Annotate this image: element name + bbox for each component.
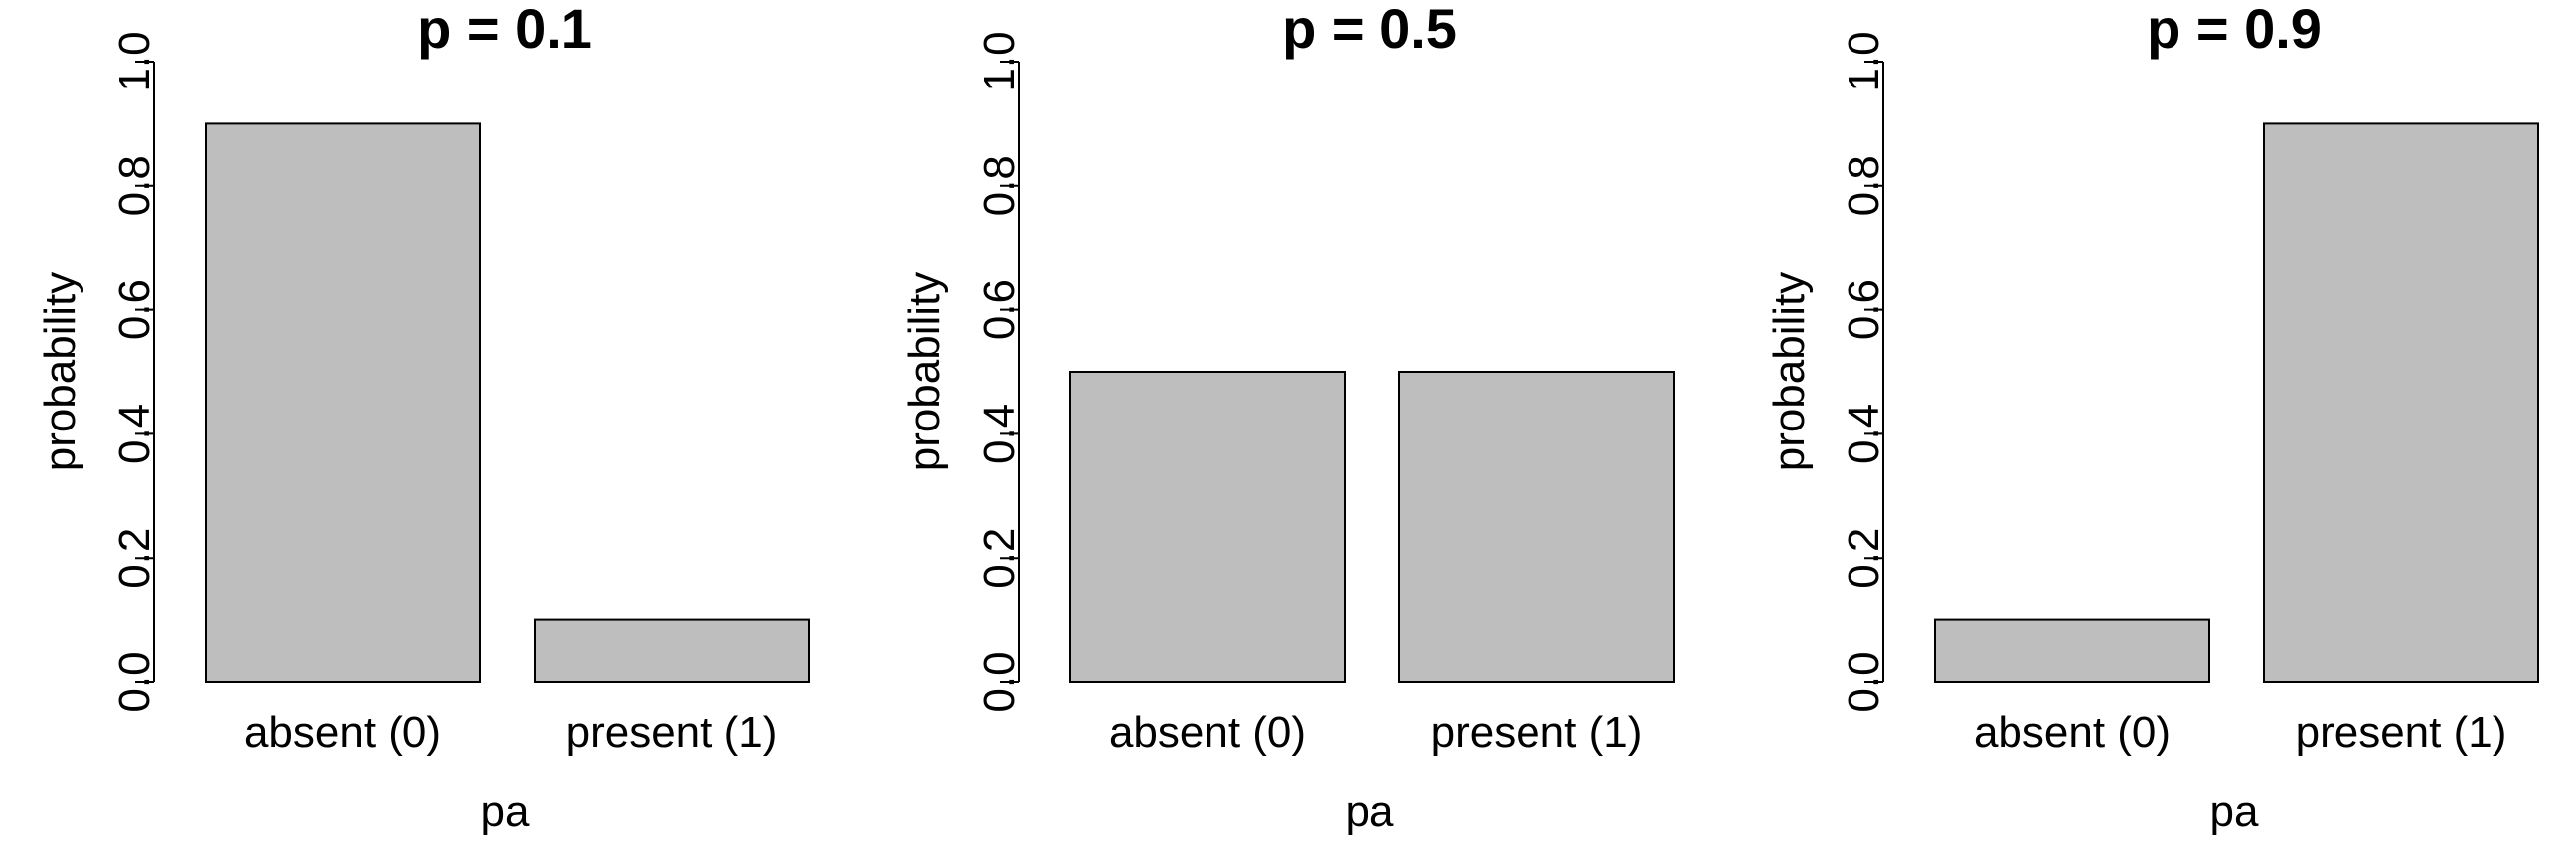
x-axis-label: pa bbox=[2210, 787, 2259, 836]
y-tick-label: 1.0 bbox=[975, 31, 1024, 91]
y-tick-label: 0.6 bbox=[1840, 279, 1888, 340]
y-tick-label: 0.2 bbox=[975, 528, 1024, 589]
y-tick-label: 0.2 bbox=[1840, 528, 1888, 589]
chart-title: p = 0.9 bbox=[2147, 0, 2322, 60]
bar-absent bbox=[205, 122, 481, 683]
x-axis-label: pa bbox=[481, 787, 530, 836]
bar-absent bbox=[1069, 371, 1346, 683]
x-category-label: absent (0) bbox=[244, 708, 441, 757]
chart-title: p = 0.5 bbox=[1282, 0, 1457, 60]
y-tick-label: 0.6 bbox=[110, 279, 159, 340]
y-tick-label: 0.0 bbox=[110, 651, 159, 712]
y-tick-label: 0.0 bbox=[975, 651, 1024, 712]
y-tick-label: 0.8 bbox=[1840, 155, 1888, 216]
bar-present bbox=[1398, 371, 1675, 683]
x-category-label: present (1) bbox=[2296, 708, 2507, 757]
x-category-label: present (1) bbox=[566, 708, 778, 757]
bar-absent bbox=[1934, 618, 2210, 683]
y-tick-label: 1.0 bbox=[1840, 31, 1888, 91]
x-axis-label: pa bbox=[1346, 787, 1394, 836]
chart-panel-3: p = 0.9 0.0 0.2 0.4 0.6 0.8 1.0 absent (0) prese… bbox=[1765, 0, 2539, 836]
y-axis-label: probability bbox=[900, 272, 949, 472]
chart-panel-1: p = 0.1 0.0 0.2 0.4 0.6 0.8 1.0 absent (0) prese… bbox=[36, 0, 810, 836]
y-tick-label: 0.2 bbox=[110, 528, 159, 589]
bar-present bbox=[2263, 122, 2539, 683]
x-category-label: absent (0) bbox=[1109, 708, 1306, 757]
chart-title: p = 0.1 bbox=[417, 0, 592, 60]
y-axis-label: probability bbox=[36, 272, 84, 472]
x-category-label: present (1) bbox=[1431, 708, 1643, 757]
y-tick-label: 0.4 bbox=[110, 404, 159, 464]
x-category-label: absent (0) bbox=[1974, 708, 2171, 757]
y-tick-label: 0.8 bbox=[975, 155, 1024, 216]
bar-present bbox=[534, 618, 810, 683]
y-tick-label: 0.0 bbox=[1840, 651, 1888, 712]
y-axis-label: probability bbox=[1765, 272, 1814, 472]
y-tick-label: 0.8 bbox=[110, 155, 159, 216]
chart-panel-2: p = 0.5 0.0 0.2 0.4 0.6 0.8 1.0 absent (0) prese… bbox=[900, 0, 1675, 836]
y-tick-label: 0.4 bbox=[1840, 404, 1888, 464]
y-tick-label: 0.4 bbox=[975, 404, 1024, 464]
y-tick-label: 0.6 bbox=[975, 279, 1024, 340]
y-tick-label: 1.0 bbox=[110, 31, 159, 91]
